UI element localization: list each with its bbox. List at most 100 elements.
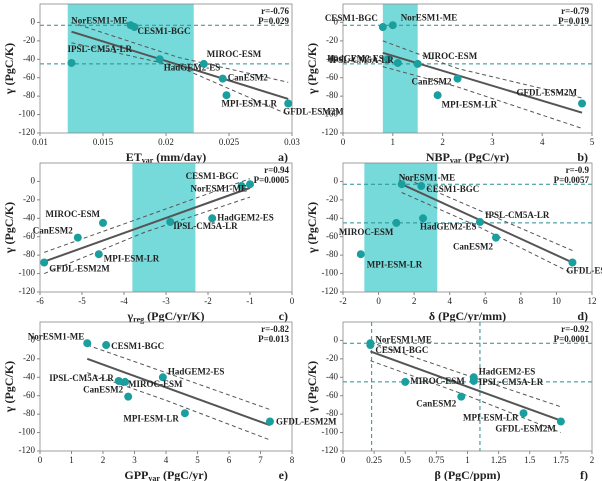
point-label: CanESM2 (412, 77, 453, 87)
x-tick-label: 4 (540, 137, 545, 147)
x-tick-label: 0.025 (219, 137, 240, 147)
y-tick-label: -120 (19, 286, 36, 296)
point-label: HadGEM2-ES (479, 366, 536, 376)
x-tick-label: 8 (290, 455, 295, 465)
point-label: MIROC-ESM (423, 51, 478, 61)
point-label: NorESM1-ME (375, 334, 432, 344)
data-point (67, 58, 76, 67)
data-point (366, 341, 375, 350)
x-tick-label: 2 (590, 455, 595, 465)
y-tick-label: -40 (23, 212, 35, 222)
x-tick-label: 3 (490, 137, 495, 147)
point-label: CESM1-BGC (426, 184, 479, 194)
data-point (457, 392, 466, 401)
y-axis-label: γ (PgC/K) (2, 202, 16, 254)
y-tick-label: -60 (326, 390, 338, 400)
data-point (469, 376, 478, 385)
y-axis-label: γ (PgC/K) (305, 43, 319, 95)
point-label: CanESM2 (83, 385, 124, 395)
x-tick-label: 0.03 (284, 137, 300, 147)
point-label: NorESM1-ME (399, 172, 456, 182)
x-label-unit: (PgC/yr) (461, 150, 509, 164)
panel-label: c) (279, 309, 288, 323)
plot-area (86, 344, 271, 441)
data-point (130, 23, 139, 32)
data-point (401, 377, 410, 386)
data-point (124, 392, 133, 401)
x-label-main: γ (127, 309, 134, 323)
regression-line (43, 186, 251, 263)
y-tick-label: -60 (326, 231, 338, 241)
stat-text: P=0.029 (258, 16, 289, 26)
y-tick-label: -80 (23, 249, 35, 259)
x-tick-label: 1 (69, 455, 74, 465)
x-axis-label: GPPvar (PgC/yr) (124, 468, 207, 481)
confidence-bound (87, 344, 271, 411)
point-label: MPI-ESM-LR (123, 413, 179, 423)
panel-label: a) (278, 150, 288, 164)
point-label: HadGEM2-ES (217, 212, 274, 222)
y-tick-label: -120 (322, 286, 339, 296)
confidence-bound (87, 372, 271, 441)
data-point (519, 409, 528, 418)
x-label-main: β (435, 468, 441, 481)
data-point (284, 99, 293, 108)
data-point (265, 417, 274, 426)
x-tick-label: 2 (440, 137, 445, 147)
x-tick-label: 6 (483, 296, 488, 306)
x-tick-label: 12 (588, 296, 597, 306)
data-point (413, 59, 422, 68)
point-label: HadGEM2-ES (164, 62, 221, 72)
x-tick-label: -2 (339, 296, 347, 306)
point-label: MPI-ESM-LR (221, 98, 277, 108)
point-label: IPSL-CM5A-LR (173, 221, 238, 231)
y-tick-label: -100 (19, 109, 36, 119)
x-tick-label: 0 (341, 137, 346, 147)
data-point (158, 373, 167, 382)
stat-text: r=-0.92 (561, 324, 589, 334)
confidence-bound (370, 341, 562, 408)
x-tick-label: 4 (164, 455, 169, 465)
x-axis-label: ETvar (mm/day) (126, 150, 207, 165)
x-tick-label: 0.75 (429, 455, 445, 465)
y-tick-label: -40 (23, 371, 35, 381)
data-point (419, 214, 428, 223)
data-point (94, 250, 103, 259)
y-tick-label: -120 (19, 127, 36, 137)
y-tick-label: -100 (322, 109, 339, 119)
panel-label: f) (580, 468, 588, 481)
stat-text: r=-0.79 (561, 6, 589, 16)
x-tick-label: 0 (38, 455, 43, 465)
y-tick-label: -100 (322, 268, 339, 278)
confidence-bound (370, 360, 562, 434)
point-label: MPI-ESM-LR (104, 253, 160, 263)
data-point (491, 233, 500, 242)
y-tick-label: -60 (23, 390, 35, 400)
point-label: GFDL-ESM2M (49, 264, 110, 274)
point-label: CanESM2 (33, 226, 74, 236)
x-label-main: NBP (426, 150, 450, 164)
x-tick-label: 0 (376, 296, 381, 306)
data-point (199, 59, 208, 68)
x-tick-label: 5 (590, 137, 595, 147)
x-label-unit: (PgC/yr/K) (144, 309, 204, 323)
data-point (417, 182, 426, 191)
point-label: MIROC-ESM (410, 376, 465, 386)
x-label-unit: (mm/day) (153, 150, 206, 164)
x-label-sub: reg (133, 315, 144, 324)
x-label-sub: var (450, 156, 462, 165)
data-point (475, 217, 484, 226)
point-label: MIROC-ESM (46, 209, 101, 219)
point-label: NorESM1-ME (71, 15, 128, 25)
point-label: GFDL-ESM2M (495, 424, 556, 434)
y-tick-label: 0 (31, 334, 36, 344)
y-tick-label: 0 (334, 16, 339, 26)
data-point (114, 376, 123, 385)
y-tick-label: -120 (322, 445, 339, 455)
y-tick-label: -100 (19, 268, 36, 278)
y-tick-label: -40 (326, 212, 338, 222)
x-tick-label: 4 (447, 296, 452, 306)
point-label: CanESM2 (228, 73, 269, 83)
x-tick-label: 0.5 (400, 455, 412, 465)
